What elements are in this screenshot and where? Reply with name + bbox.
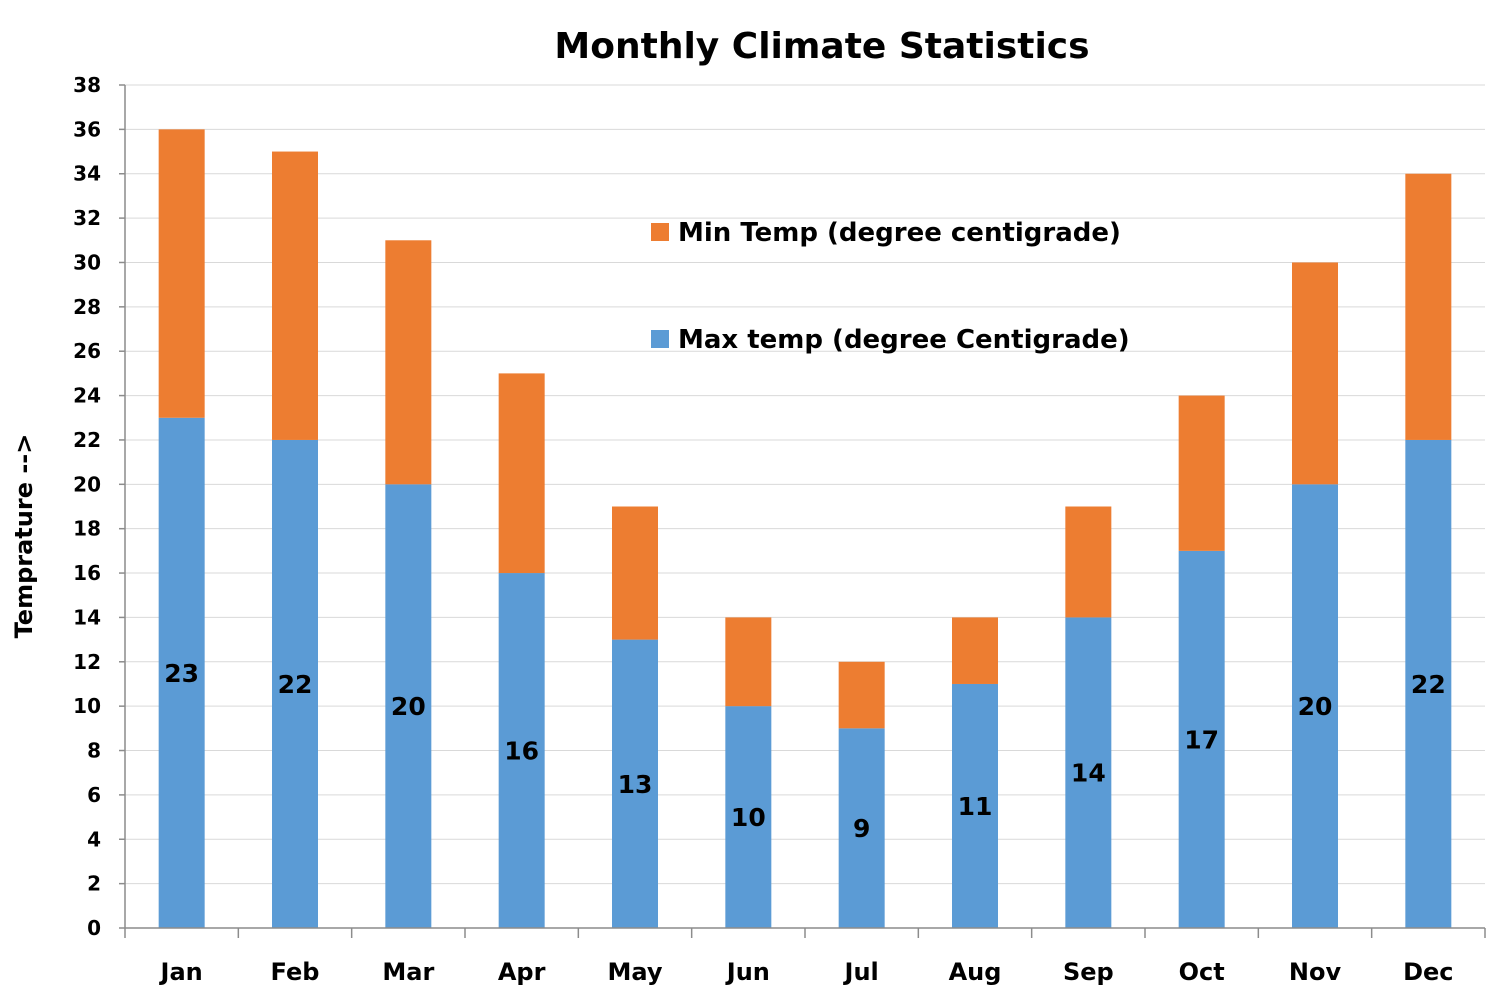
legend-swatch xyxy=(651,330,669,348)
bars xyxy=(158,129,1452,928)
x-tick-label: Nov xyxy=(1289,958,1342,986)
bar-segment-max xyxy=(1292,484,1338,928)
y-tick-label: 16 xyxy=(73,561,101,585)
y-tick-label: 10 xyxy=(73,694,101,718)
bar-segment-max xyxy=(838,728,885,928)
bar-segment-min xyxy=(838,661,885,729)
y-tick-label: 22 xyxy=(73,428,101,452)
x-tick-label: Feb xyxy=(271,958,320,986)
y-tick-label: 32 xyxy=(73,206,101,230)
bar-segment-min xyxy=(385,240,432,485)
chart-title: Monthly Climate Statistics xyxy=(554,26,1089,67)
bar-segment-max xyxy=(498,573,545,928)
x-tick-label: Dec xyxy=(1403,958,1453,986)
y-tick-label: 26 xyxy=(73,339,101,363)
bar-segment-max xyxy=(1065,617,1112,928)
bar-segment-max xyxy=(158,417,205,928)
data-label: 13 xyxy=(618,770,653,799)
bar-segment-max xyxy=(725,706,772,928)
bar-segment-min xyxy=(1292,262,1338,485)
data-label: 20 xyxy=(1298,692,1333,721)
bar-segment-max xyxy=(272,439,318,928)
legend: Min Temp (degree centigrade) Max temp (de… xyxy=(651,218,1130,355)
legend-item: Min Temp (degree centigrade) xyxy=(651,218,1121,248)
bar-segment-min xyxy=(158,129,205,418)
data-label: 20 xyxy=(391,692,426,721)
data-label: 23 xyxy=(164,659,199,688)
x-tick-label: Jan xyxy=(159,958,203,986)
x-tick-label: Jul xyxy=(843,958,879,986)
data-label: 9 xyxy=(853,814,870,843)
y-tick-label: 24 xyxy=(73,384,101,408)
bar-segment-max xyxy=(1178,550,1225,928)
x-tick-label: Oct xyxy=(1179,958,1225,986)
legend-item: Max temp (degree Centigrade) xyxy=(651,325,1130,355)
bar-segment-min xyxy=(1405,173,1452,440)
bar-segment-max xyxy=(952,683,998,928)
y-tick-label: 6 xyxy=(87,783,101,807)
y-tick-label: 4 xyxy=(87,827,101,851)
x-tick-label: Apr xyxy=(498,958,546,986)
bar-segment-max xyxy=(612,639,658,928)
legend-label: Max temp (degree Centigrade) xyxy=(678,325,1130,355)
x-axis xyxy=(124,85,1485,929)
data-label: 11 xyxy=(958,792,993,821)
bar-segment-min xyxy=(272,151,318,440)
y-tick-label: 34 xyxy=(73,162,101,186)
bar-segment-min xyxy=(1178,395,1225,551)
data-label: 16 xyxy=(504,737,539,766)
data-label: 22 xyxy=(1411,670,1446,699)
y-tick-label: 12 xyxy=(73,650,101,674)
x-tick-label: May xyxy=(608,958,663,986)
y-tick-label: 28 xyxy=(73,295,101,319)
y-tick-label: 30 xyxy=(73,250,101,274)
y-tick-label: 38 xyxy=(73,73,101,97)
bar-segment-min xyxy=(498,373,545,574)
bar-segment-min xyxy=(952,617,998,684)
y-axis-label: Temprature --> xyxy=(10,434,38,639)
y-tick-label: 14 xyxy=(73,605,101,629)
x-tick-label: Jun xyxy=(725,958,770,986)
bar-segment-min xyxy=(1065,506,1112,618)
data-labels: 23 22 20 16 13 10 9 11 14 17 20 22 xyxy=(164,659,1445,843)
data-label: 14 xyxy=(1071,759,1106,788)
legend-swatch xyxy=(651,223,669,241)
y-tick-label: 20 xyxy=(73,472,101,496)
y-tick-label: 0 xyxy=(87,916,101,940)
x-tick-label: Sep xyxy=(1063,958,1114,986)
x-tick-label: Aug xyxy=(949,958,1002,986)
x-tick-label: Mar xyxy=(382,958,434,986)
y-tick-label: 8 xyxy=(87,739,101,763)
bar-segment-min xyxy=(612,506,658,640)
bar-segment-min xyxy=(725,617,772,707)
data-label: 10 xyxy=(731,803,766,832)
y-tick-label: 18 xyxy=(73,517,101,541)
y-tick-label: 36 xyxy=(73,117,101,141)
gridlines xyxy=(125,84,1485,885)
data-label: 22 xyxy=(278,670,313,699)
x-axis-ticks: Jan Feb Mar Apr May Jun Jul Aug Sep Oct Nov Dec xyxy=(124,928,1486,986)
y-tick-label: 2 xyxy=(87,872,101,896)
legend-label: Min Temp (degree centigrade) xyxy=(678,218,1121,248)
bar-segment-max xyxy=(385,484,432,928)
data-label: 17 xyxy=(1184,725,1219,754)
bar-segment-max xyxy=(1405,439,1452,928)
